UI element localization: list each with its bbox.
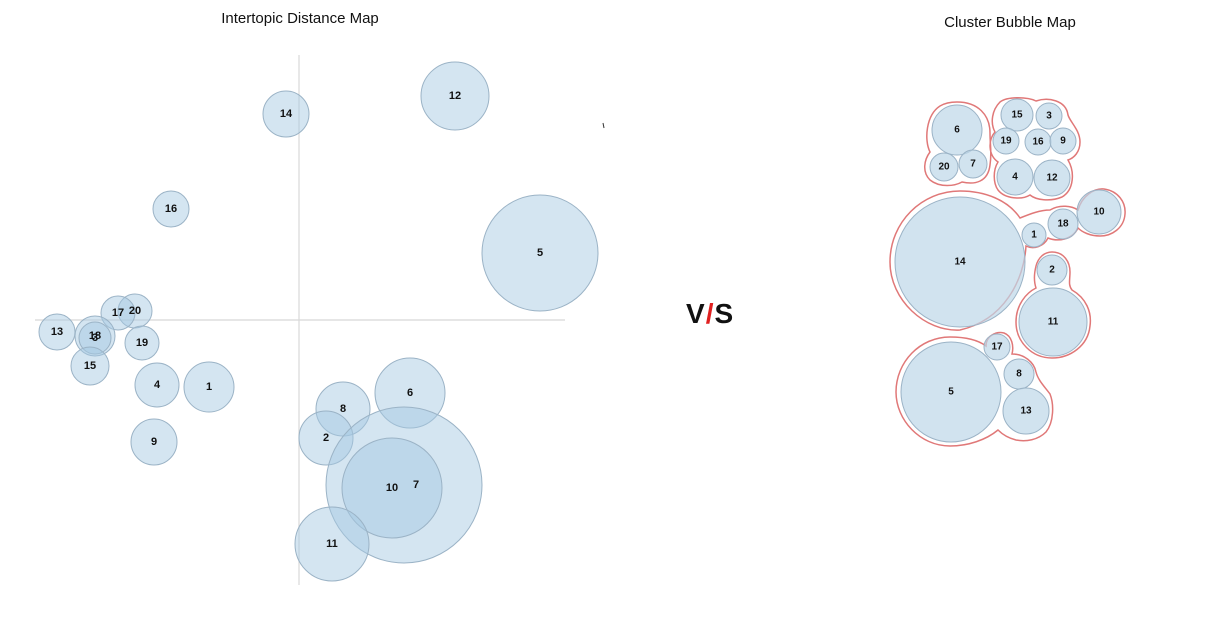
left-bubble-label-7: 7 bbox=[413, 479, 419, 491]
left-bubble-label-1: 1 bbox=[206, 381, 212, 393]
left-bubble-label-9: 9 bbox=[151, 436, 157, 448]
left-bubble-label-14: 14 bbox=[280, 108, 293, 120]
left-bubble-5 bbox=[481, 194, 599, 312]
left-bubble-9 bbox=[130, 418, 178, 466]
left-bubble-2 bbox=[298, 410, 354, 466]
right-bubble-12 bbox=[1033, 159, 1071, 197]
left-bubble-3 bbox=[78, 321, 112, 355]
right-bubble-label-13: 13 bbox=[1020, 406, 1032, 417]
left-bubble-16 bbox=[152, 190, 190, 228]
right-bubble-label-11: 11 bbox=[1048, 317, 1059, 328]
left-bubble-label-10: 10 bbox=[386, 482, 398, 494]
left-bubble-label-6: 6 bbox=[407, 387, 413, 399]
right-bubble-label-4: 4 bbox=[1012, 172, 1018, 183]
left-bubble-label-12: 12 bbox=[449, 90, 461, 102]
right-bubble-label-1: 1 bbox=[1031, 230, 1037, 241]
right-bubble-label-6: 6 bbox=[954, 125, 960, 136]
right-bubble-14 bbox=[894, 196, 1026, 328]
left-bubble-17 bbox=[100, 295, 136, 331]
right-bubble-label-15: 15 bbox=[1011, 110, 1023, 121]
cluster-outline-c bbox=[889, 188, 1126, 331]
right-bubble-label-10: 10 bbox=[1093, 207, 1105, 218]
right-bubble-17 bbox=[983, 333, 1011, 361]
left-bubble-label-11: 11 bbox=[326, 538, 338, 550]
right-bubble-10 bbox=[1076, 189, 1122, 235]
right-bubble-label-9: 9 bbox=[1060, 136, 1066, 147]
right-bubble-7 bbox=[958, 149, 988, 179]
right-bubble-9 bbox=[1049, 127, 1077, 155]
intertopic-distance-map-title: Intertopic Distance Map bbox=[221, 10, 379, 27]
left-bubble-11 bbox=[294, 506, 370, 582]
right-bubble-label-7: 7 bbox=[970, 159, 976, 170]
left-bubble-label-19: 19 bbox=[136, 337, 148, 349]
left-bubble-label-8: 8 bbox=[340, 403, 346, 415]
left-bubble-label-4: 4 bbox=[154, 379, 161, 391]
right-bubble-label-3: 3 bbox=[1046, 111, 1052, 122]
cluster-bubble-map-title: Cluster Bubble Map bbox=[944, 14, 1076, 31]
right-bubble-1 bbox=[1021, 222, 1047, 248]
cluster-outline-a bbox=[924, 101, 992, 187]
right-bubble-label-12: 12 bbox=[1046, 173, 1058, 184]
left-bubble-label-3: 3 bbox=[92, 332, 98, 344]
right-bubble-11 bbox=[1018, 287, 1088, 357]
right-bubble-19 bbox=[992, 127, 1020, 155]
cluster-outline-e bbox=[895, 331, 1054, 447]
left-bubble-10 bbox=[341, 437, 443, 539]
right-bubble-label-5: 5 bbox=[948, 387, 954, 398]
right-bubble-group: 6 20 7 15 3 19 16 9 4 12 10 18 1 14 2 11 17 8 5 13 bbox=[894, 98, 1122, 443]
stray-mark bbox=[602, 122, 605, 129]
right-bubble-label-16: 16 bbox=[1032, 137, 1044, 148]
left-bubble-14 bbox=[262, 90, 310, 138]
vs-slash: / bbox=[705, 298, 715, 329]
left-bubble-label-15: 15 bbox=[84, 360, 96, 372]
left-bubble-label-17: 17 bbox=[112, 307, 124, 319]
left-bubble-1 bbox=[183, 361, 235, 413]
vs-s: S bbox=[714, 298, 735, 329]
right-bubble-6 bbox=[931, 104, 983, 156]
cluster-outline-b bbox=[989, 97, 1081, 201]
right-bubble-label-17: 17 bbox=[991, 342, 1003, 353]
left-bubble-12 bbox=[420, 61, 490, 131]
left-bubble-label-18: 18 bbox=[89, 330, 101, 342]
right-bubble-5 bbox=[900, 341, 1002, 443]
left-bubble-19 bbox=[124, 325, 160, 361]
right-bubble-13 bbox=[1002, 387, 1050, 435]
right-bubble-label-14: 14 bbox=[954, 257, 966, 268]
cluster-outlines bbox=[889, 97, 1126, 447]
right-bubble-label-18: 18 bbox=[1057, 219, 1069, 230]
left-bubble-15 bbox=[70, 346, 110, 386]
left-bubble-label-16: 16 bbox=[165, 203, 177, 215]
left-bubble-4 bbox=[134, 362, 180, 408]
right-bubble-18 bbox=[1047, 208, 1079, 240]
right-bubble-label-8: 8 bbox=[1016, 369, 1022, 380]
cluster-outline-d bbox=[1015, 251, 1092, 359]
right-bubble-2 bbox=[1036, 254, 1068, 286]
vs-v: V bbox=[686, 298, 706, 329]
right-bubble-15 bbox=[1000, 98, 1034, 132]
versus-label: V/S bbox=[686, 298, 734, 330]
right-bubble-20 bbox=[929, 152, 959, 182]
right-bubble-4 bbox=[996, 158, 1034, 196]
left-bubble-label-20: 20 bbox=[129, 305, 141, 317]
right-bubble-label-19: 19 bbox=[1000, 136, 1012, 147]
right-bubble-label-2: 2 bbox=[1049, 265, 1055, 276]
right-bubble-label-20: 20 bbox=[938, 162, 950, 173]
left-bubble-label-13: 13 bbox=[51, 326, 63, 338]
right-bubble-3 bbox=[1035, 102, 1063, 130]
left-bubble-label-5: 5 bbox=[537, 247, 543, 259]
left-bubble-label-2: 2 bbox=[323, 432, 329, 444]
